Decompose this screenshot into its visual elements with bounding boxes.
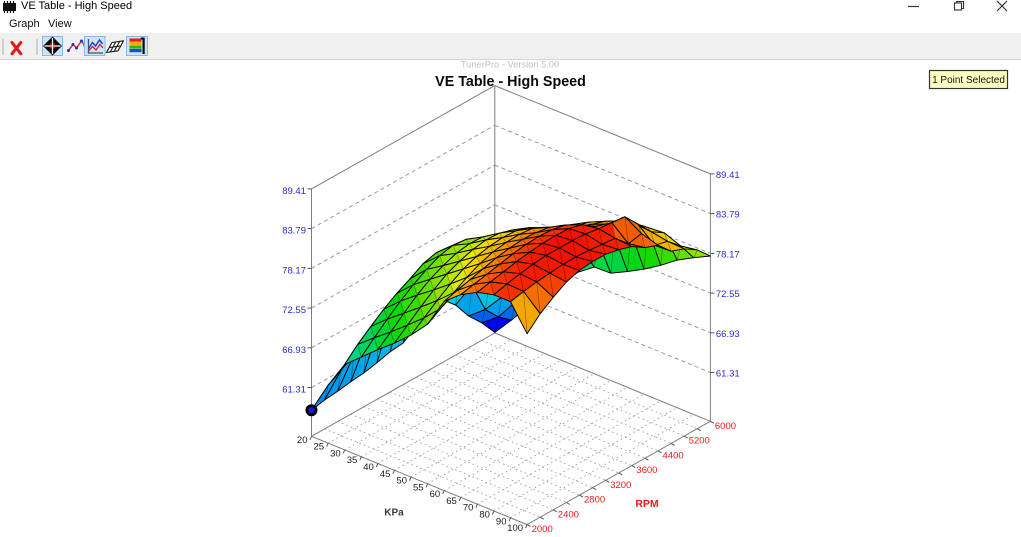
svg-text:TunerPro - Version 5.00: TunerPro - Version 5.00 <box>461 60 559 70</box>
svg-text:100: 100 <box>507 523 523 534</box>
svg-text:83.79: 83.79 <box>282 226 306 237</box>
svg-text:2000: 2000 <box>532 524 553 535</box>
svg-text:89.41: 89.41 <box>716 170 740 181</box>
svg-text:2800: 2800 <box>584 495 605 506</box>
svg-text:3200: 3200 <box>610 480 631 491</box>
svg-text:25: 25 <box>314 442 325 453</box>
svg-text:61.31: 61.31 <box>282 385 306 396</box>
svg-text:60: 60 <box>430 489 441 500</box>
svg-text:90: 90 <box>496 516 507 527</box>
svg-text:2400: 2400 <box>558 509 579 520</box>
svg-text:70: 70 <box>463 503 474 514</box>
svg-text:72.55: 72.55 <box>282 305 306 316</box>
svg-text:66.93: 66.93 <box>282 345 306 356</box>
svg-text:40: 40 <box>363 462 374 473</box>
svg-text:35: 35 <box>347 455 358 466</box>
svg-text:83.79: 83.79 <box>716 210 740 221</box>
svg-text:45: 45 <box>380 469 391 480</box>
svg-text:VE Table - High Speed: VE Table - High Speed <box>435 74 586 90</box>
svg-text:3600: 3600 <box>636 465 657 476</box>
svg-text:80: 80 <box>479 510 490 521</box>
svg-text:20: 20 <box>297 435 308 446</box>
svg-text:89.41: 89.41 <box>282 186 306 197</box>
svg-text:RPM: RPM <box>635 498 659 510</box>
svg-text:61.31: 61.31 <box>716 369 740 380</box>
svg-text:KPa: KPa <box>384 508 404 519</box>
svg-text:5200: 5200 <box>689 436 710 447</box>
svg-text:65: 65 <box>446 496 457 507</box>
svg-text:72.55: 72.55 <box>716 289 740 300</box>
svg-text:78.17: 78.17 <box>716 249 740 260</box>
svg-text:50: 50 <box>396 476 407 487</box>
svg-text:55: 55 <box>413 482 424 493</box>
svg-text:6000: 6000 <box>715 421 736 432</box>
svg-text:78.17: 78.17 <box>282 265 306 276</box>
svg-text:1 Point Selected: 1 Point Selected <box>932 75 1005 86</box>
svg-text:4400: 4400 <box>663 450 684 461</box>
svg-text:30: 30 <box>330 448 341 459</box>
svg-text:66.93: 66.93 <box>716 329 740 340</box>
